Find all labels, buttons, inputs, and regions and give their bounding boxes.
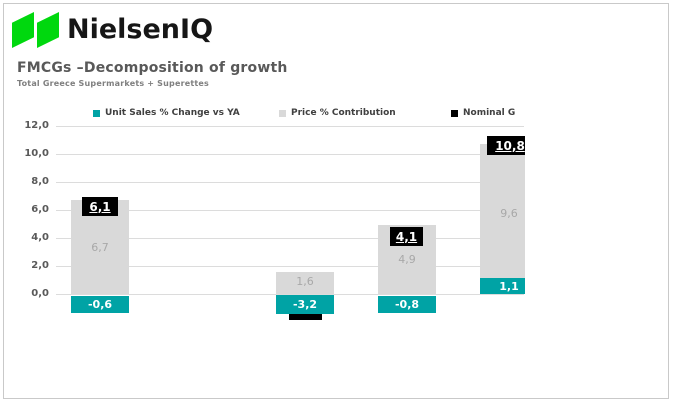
y-tick: 2,0 — [31, 260, 49, 271]
y-tick: 4,0 — [31, 232, 49, 243]
price-bar-group4 — [480, 144, 525, 278]
y-tick: 10,0 — [24, 148, 49, 159]
unit-sales-label-group3: -0,8 — [378, 296, 436, 313]
legend-label: Unit Sales % Change vs YA — [105, 108, 240, 118]
logo-parallelogram-icon — [37, 12, 59, 48]
nielseniq-logo: NielsenIQ — [11, 9, 213, 49]
legend-item-nominal: Nominal G — [451, 108, 515, 118]
logo-parallelogram-icon — [12, 12, 34, 48]
price-bar-group2 — [276, 272, 334, 294]
unit-sales-label-group2: -3,2 — [276, 295, 334, 314]
logo-wordmark: NielsenIQ — [67, 13, 214, 45]
legend-swatch-gray-icon — [279, 109, 286, 117]
gridline — [56, 238, 524, 239]
legend-label: Price % Contribution — [291, 108, 396, 118]
y-tick: 12,0 — [24, 120, 49, 131]
y-tick: 8,0 — [31, 176, 49, 187]
legend-item-unit-sales: Unit Sales % Change vs YA — [93, 108, 240, 118]
gridline — [56, 210, 524, 211]
gridline — [56, 126, 524, 127]
gridline — [56, 182, 524, 183]
y-tick: 6,0 — [31, 204, 49, 215]
legend-swatch-teal-icon — [93, 109, 100, 117]
page-title: FMCGs –Decomposition of growth — [17, 60, 288, 76]
chart-area: Unit Sales % Change vs YA Price % Contri… — [4, 104, 525, 344]
nominal-label-group4: 10,8 — [487, 136, 525, 155]
unit-sales-label-group4: 1,1 — [480, 278, 525, 294]
slide-canvas: NielsenIQ FMCGs –Decomposition of growth… — [3, 3, 669, 399]
nielseniq-logo-icon — [11, 12, 60, 48]
gridline — [56, 154, 524, 155]
legend-swatch-black-icon — [451, 109, 458, 117]
nominal-label-group3: 4,1 — [390, 227, 423, 246]
page-subtitle: Total Greece Supermarkets + Superettes — [17, 79, 209, 88]
legend-item-price: Price % Contribution — [279, 108, 396, 118]
gridline — [56, 294, 524, 295]
unit-sales-label-group1: -0,6 — [71, 296, 129, 313]
price-value-group4: 9,6 — [500, 207, 518, 220]
price-value-group1: 6,7 — [91, 241, 109, 254]
legend-label: Nominal G — [463, 108, 516, 118]
y-tick: 0,0 — [31, 288, 49, 299]
price-value-group2: 1,6 — [296, 275, 314, 288]
nominal-label-group1: 6,1 — [82, 197, 118, 216]
price-value-group3: 4,9 — [398, 253, 416, 266]
nominal-label-hidden-group2 — [289, 314, 322, 320]
gridline — [56, 266, 524, 267]
